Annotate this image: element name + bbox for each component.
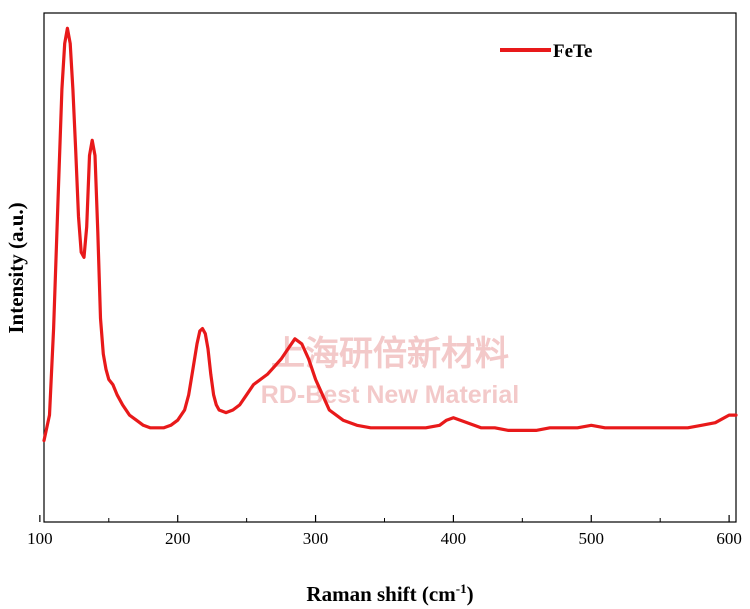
x-tick-label-600: 600 [716, 529, 742, 548]
series-line-fete [42, 26, 738, 443]
x-tick-label-400: 400 [441, 529, 467, 548]
x-axis-tick-labels: 100 200 300 400 500 600 [27, 529, 742, 548]
x-axis-ticks [39, 515, 730, 522]
x-axis-title-superscript: -1 [456, 581, 467, 596]
x-axis-title-suffix: ) [467, 582, 474, 606]
x-axis-title-main: Raman shift (cm [306, 582, 456, 606]
legend-label-fete: FeTe [553, 41, 592, 62]
y-axis-title: Intensity (a.u.) [4, 202, 28, 333]
x-tick-label-300: 300 [303, 529, 329, 548]
x-tick-label-200: 200 [165, 529, 191, 548]
plot-frame [43, 12, 737, 523]
watermark-english: RD-Best New Material [261, 381, 519, 409]
x-tick-label-100: 100 [27, 529, 53, 548]
x-tick-label-500: 500 [579, 529, 605, 548]
x-axis-title: Raman shift (cm-1) [306, 581, 473, 606]
legend: FeTe [500, 41, 592, 62]
